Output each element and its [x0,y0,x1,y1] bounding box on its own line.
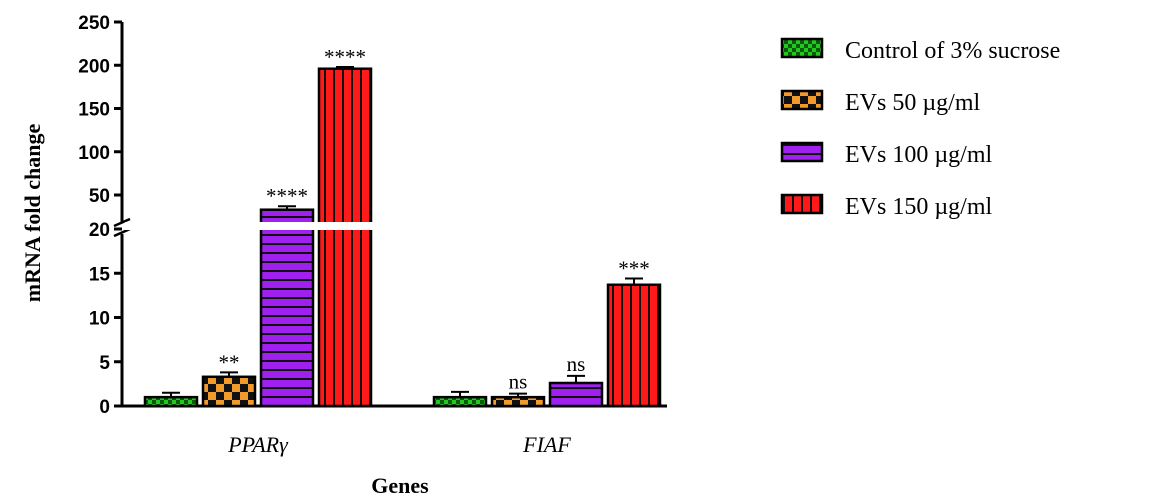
significance-label: ns [567,352,586,376]
significance-label: ** [219,350,240,374]
y-tick-label: 200 [78,56,110,77]
y-tick-label: 10 [89,309,110,330]
evs-50-bar [201,375,257,408]
axes [113,22,667,408]
evs-50-bar [490,395,546,408]
legend-swatch [780,37,824,59]
error-bars [162,65,643,398]
y-ticks: 0 5 10 15 20 50 100 150 200 250 [78,13,122,418]
evs-150-bar [317,67,373,408]
significance-label: ns [509,370,528,394]
axis-break-gap [125,222,670,230]
legend-swatch [780,89,824,111]
legend-swatch [780,141,824,163]
x-category-label: PPARγ [227,432,289,457]
x-category-label: FIAF [522,432,571,457]
y-axis-label: mRNA fold change [20,124,45,303]
significance-label: **** [324,45,366,69]
x-categories: PPARγ FIAF [227,432,571,457]
legend-label: Control of 3% sucrose [845,38,1060,64]
bars [143,67,662,408]
legend-swatch [780,193,824,215]
y-tick-label: 250 [78,13,110,34]
y-tick-label: 50 [89,186,110,207]
y-tick-label: 15 [89,264,111,285]
significance-label: **** [266,184,308,208]
control-bar [143,395,199,408]
evs-100-bar [259,208,315,408]
y-tick-label: 100 [78,143,110,164]
legend: Control of 3% sucrose EVs 50 µg/ml EVs 100… [780,37,1060,220]
y-tick-label: 0 [99,397,110,418]
significance-labels: **ns****ns******* [219,45,650,394]
y-tick-label: 150 [78,100,110,121]
legend-label: EVs 50 µg/ml [845,90,980,116]
significance-label: *** [618,257,650,281]
axis-break-mark-bottom [113,227,131,238]
evs-150-bar [606,283,662,408]
control-bar [432,395,488,408]
y-tick-label: 20 [89,220,110,241]
y-tick-label: 5 [99,353,110,374]
axis-break [125,222,670,230]
x-axis-label: Genes [371,473,429,498]
legend-label: EVs 100 µg/ml [845,142,992,168]
legend-label: EVs 150 µg/ml [845,194,992,220]
axis-break-mark-top [113,217,131,228]
evs-100-bar [548,381,604,408]
